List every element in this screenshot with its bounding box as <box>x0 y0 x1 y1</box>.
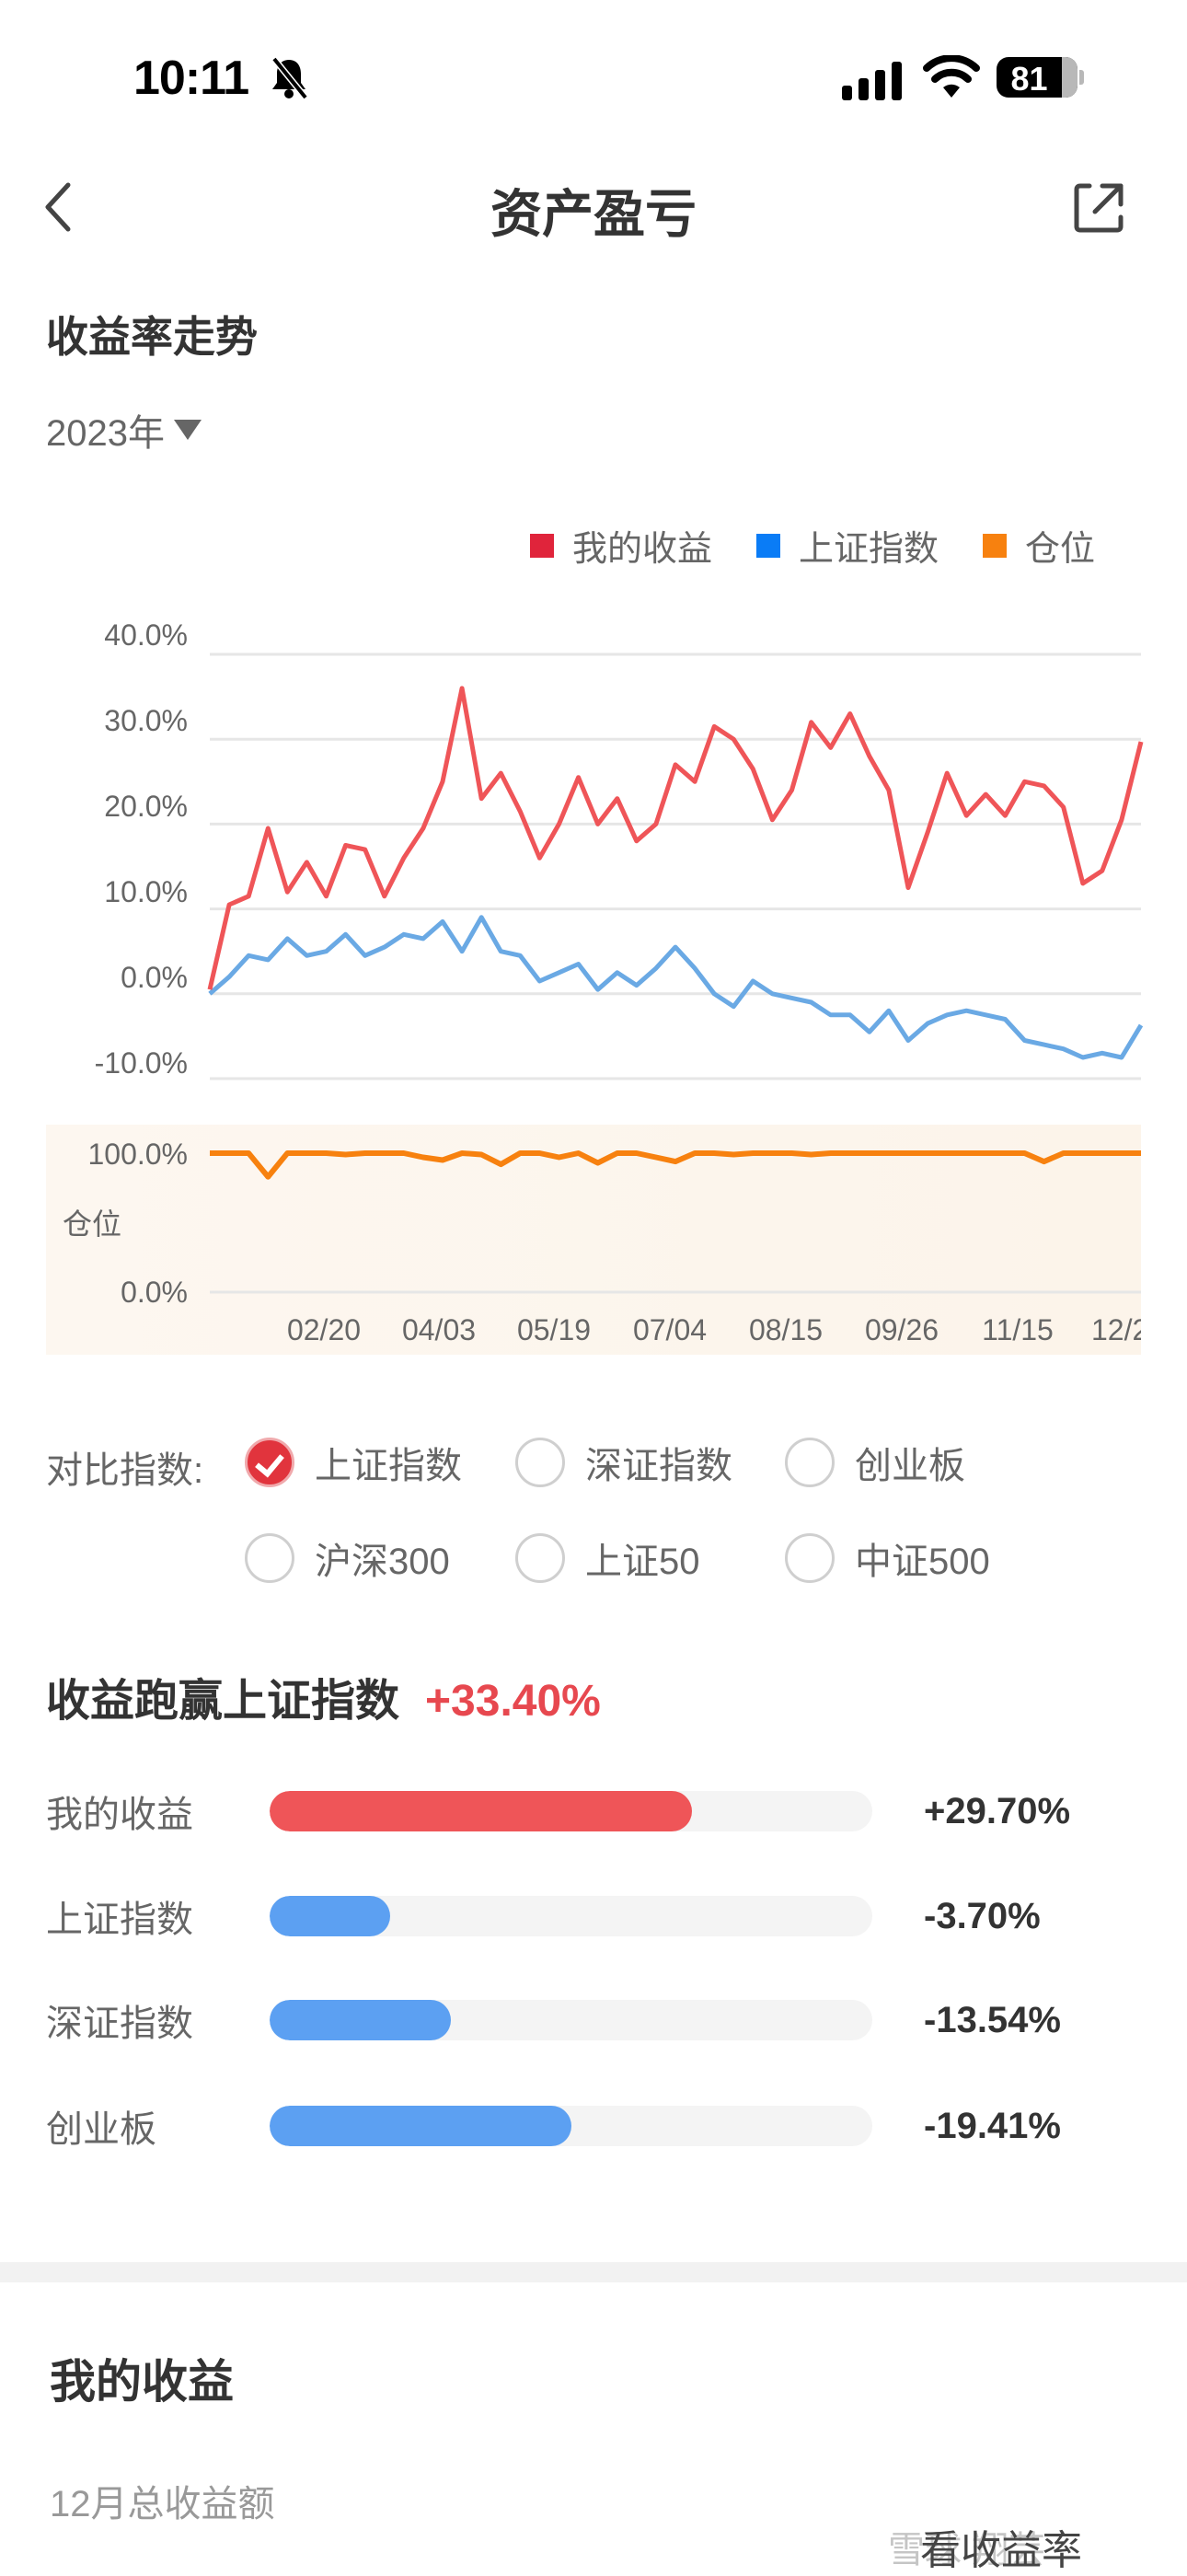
radio-label: 深证指数 <box>585 1446 732 1486</box>
bar-track <box>270 1791 872 1831</box>
radio-label: 上证指数 <box>315 1446 462 1486</box>
x-tick-label: 07/04 <box>632 1313 708 1346</box>
radio-unchecked-icon <box>785 1533 835 1583</box>
bell-slash-icon <box>271 56 308 100</box>
position-y-tick: 0.0% <box>121 1276 188 1309</box>
legend-item-my-return[interactable]: 我的收益 <box>529 520 712 571</box>
bar-fill <box>270 2106 571 2146</box>
cellular-signal-icon <box>842 62 902 100</box>
position-line <box>210 1150 1141 1180</box>
bar-value: -3.70% <box>924 1895 1041 1936</box>
x-tick-label: 04/03 <box>401 1313 477 1346</box>
page-title: 资产盈亏 <box>490 185 697 243</box>
bar-label: 上证指数 <box>46 1900 193 1940</box>
x-tick-label: 08/15 <box>748 1313 824 1346</box>
chevron-left-icon <box>45 182 71 232</box>
radio-checked-icon <box>245 1438 294 1487</box>
bar-value: +29.70% <box>924 1790 1071 1831</box>
bar-fill <box>270 2000 451 2040</box>
radio-chinext[interactable]: 创业板 <box>785 1436 965 1489</box>
bar-fill <box>270 1791 692 1831</box>
my-income-title: 我的收益 <box>50 2356 234 2408</box>
y-tick-label: 30.0% <box>104 704 188 737</box>
y-tick-label: 10.0% <box>104 875 188 908</box>
share-external-icon <box>1074 183 1124 233</box>
year-dropdown-value: 2023年 <box>46 413 165 454</box>
year-dropdown[interactable]: 2023年 <box>46 403 202 456</box>
radio-szse-index[interactable]: 深证指数 <box>515 1436 732 1489</box>
position-axis-label: 仓位 <box>63 1207 122 1241</box>
bar-label: 我的收益 <box>46 1795 193 1835</box>
x-tick-label: 02/20 <box>286 1313 362 1346</box>
legend-swatch-blue <box>755 533 780 558</box>
radio-unchecked-icon <box>245 1533 294 1583</box>
y-tick-label: 40.0% <box>104 618 188 652</box>
radio-label: 中证500 <box>855 1542 990 1582</box>
radio-label: 上证50 <box>585 1542 700 1582</box>
x-tick-label: 12/2 <box>1091 1313 1141 1346</box>
radio-unchecked-icon <box>515 1533 565 1583</box>
legend-label: 上证指数 <box>798 530 939 569</box>
x-tick-label: 05/19 <box>516 1313 592 1346</box>
bar-row-my-return: 我的收益 +29.70% <box>46 1784 1141 1839</box>
radio-csi500[interactable]: 中证500 <box>785 1531 990 1585</box>
x-tick-label: 11/15 <box>982 1313 1054 1346</box>
bar-row-sse-index: 上证指数 -3.70% <box>46 1889 1141 1944</box>
bar-value: -19.41% <box>924 2105 1061 2146</box>
position-line-chart[interactable] <box>0 0 1187 1362</box>
back-button[interactable] <box>40 179 77 235</box>
radio-unchecked-icon <box>785 1438 835 1487</box>
radio-label: 沪深300 <box>315 1542 450 1582</box>
view-return-rate-link[interactable]: 看收益率 <box>920 2528 1082 2573</box>
return-line-chart[interactable] <box>0 0 1187 1123</box>
bar-track <box>270 2106 872 2146</box>
beat-index-heading: 收益跑赢上证指数 +33.40% <box>46 1664 601 1728</box>
bar-row-szse-index: 深证指数 -13.54% <box>46 1993 1141 2048</box>
trend-section-title: 收益率走势 <box>46 313 258 361</box>
share-button[interactable] <box>1071 180 1126 236</box>
wifi-icon <box>923 55 980 98</box>
radio-unchecked-icon <box>515 1438 565 1487</box>
bar-label: 创业板 <box>46 2109 156 2150</box>
compare-index-label: 对比指数: <box>46 1450 204 1491</box>
bar-value: -13.54% <box>924 1999 1061 2040</box>
bar-row-chinext: 创业板 -19.41% <box>46 2098 1141 2154</box>
radio-csi300[interactable]: 沪深300 <box>245 1531 450 1585</box>
battery-indicator: 81 <box>997 57 1078 98</box>
x-tick-label: 09/26 <box>864 1313 939 1346</box>
legend-item-sse-index[interactable]: 上证指数 <box>755 520 939 571</box>
legend-swatch-red <box>529 533 554 558</box>
triangle-down-icon <box>173 420 202 440</box>
legend-item-position[interactable]: 仓位 <box>982 520 1095 571</box>
bar-label: 深证指数 <box>46 2004 193 2044</box>
chart-legend: 我的收益 上证指数 仓位 <box>529 520 1095 571</box>
y-tick-label: 20.0% <box>104 790 188 823</box>
status-time: 10:11 <box>133 52 249 105</box>
position-y-tick: 100.0% <box>87 1138 188 1171</box>
my-return-line <box>207 686 1144 990</box>
chart-gridlines <box>210 653 1141 1080</box>
radio-sse50[interactable]: 上证50 <box>515 1531 700 1585</box>
y-tick-label: 0.0% <box>121 961 188 994</box>
month-total-label: 12月总收益额 <box>50 2484 275 2524</box>
legend-label: 仓位 <box>1024 530 1095 569</box>
sse-index-line <box>208 915 1144 1060</box>
battery-level: 81 <box>1010 60 1048 98</box>
bar-fill <box>270 1896 390 1936</box>
bar-track <box>270 1896 872 1936</box>
beat-index-title: 收益跑赢上证指数 <box>46 1677 400 1726</box>
legend-label: 我的收益 <box>571 530 712 569</box>
y-tick-label: -10.0% <box>94 1046 188 1080</box>
battery-tip <box>1079 70 1084 85</box>
bar-track <box>270 2000 872 2040</box>
radio-sse-index[interactable]: 上证指数 <box>245 1436 462 1489</box>
beat-index-value: +33.40% <box>425 1677 601 1726</box>
section-divider <box>0 2262 1187 2282</box>
legend-swatch-orange <box>982 533 1007 558</box>
radio-label: 创业板 <box>855 1446 965 1486</box>
